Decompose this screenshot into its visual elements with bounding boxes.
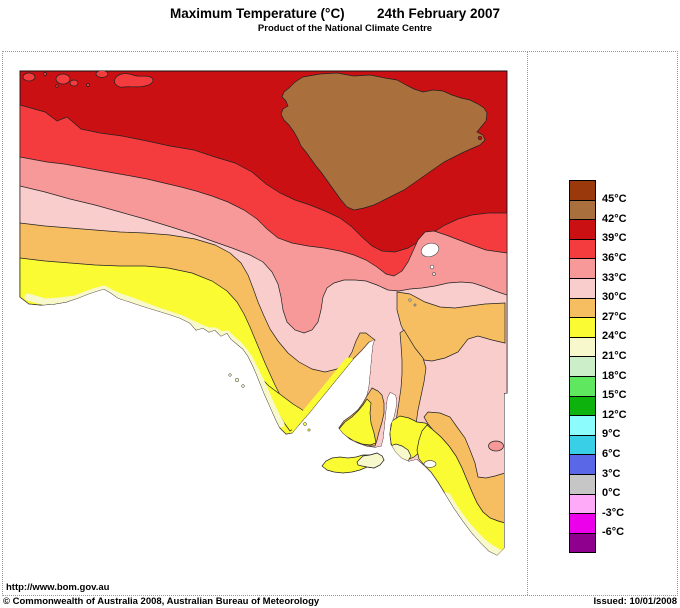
kangaroo-island-east-cream — [356, 452, 385, 469]
legend-label: 12°C — [602, 408, 627, 421]
map-frame — [2, 51, 678, 596]
legend-swatch — [569, 199, 596, 221]
legend-swatch — [569, 493, 596, 515]
salt-lakes — [408, 242, 440, 307]
copyright-text: © Commonwealth of Australia 2008, Austra… — [3, 596, 320, 607]
legend-swatch — [569, 317, 596, 338]
temperature-legend: 45°C 42°C 39°C 36°C 33°C 30°C 27°C 24°C 21°C 18°C… — [569, 180, 669, 560]
legend-swatch — [569, 513, 596, 534]
page-date: 24th February 2007 — [377, 6, 501, 21]
brown-region-red-dot — [477, 135, 483, 141]
legend-label: 36°C — [602, 251, 627, 264]
legend-label: 9°C — [602, 428, 621, 441]
legend-swatch — [569, 454, 596, 475]
legend-label: 3°C — [602, 467, 621, 480]
yorke-foot-yellow — [338, 398, 377, 446]
legend-swatch — [569, 336, 596, 358]
legend-swatch — [569, 219, 596, 240]
legend-label: 24°C — [602, 330, 627, 343]
legend-swatch — [569, 532, 596, 554]
page-title: Maximum Temperature (°C) — [170, 6, 345, 21]
offshore-islets — [228, 373, 311, 432]
legend-label: 30°C — [602, 291, 627, 304]
legend-swatch — [569, 238, 596, 260]
legend-label: 18°C — [602, 369, 627, 382]
legend-label: 27°C — [602, 310, 627, 323]
bom-url-label: http://www.bom.gov.au — [6, 582, 110, 593]
legend-label: 42°C — [602, 212, 627, 225]
legend-label: 6°C — [602, 447, 621, 460]
legend-label: 33°C — [602, 271, 627, 284]
legend-label: 39°C — [602, 232, 627, 245]
band-24-27-southeast — [416, 424, 506, 555]
legend-swatch — [569, 395, 596, 417]
legend-label: 15°C — [602, 389, 627, 402]
band-42-45-brown — [280, 72, 488, 211]
coastal-lake — [423, 460, 437, 468]
legend-swatch — [569, 356, 596, 377]
panel-divider — [527, 51, 528, 595]
legend-swatch — [569, 258, 596, 279]
legend-label: -6°C — [602, 526, 625, 539]
legend-swatch — [569, 415, 596, 436]
gulf-shore-yellow — [290, 357, 355, 432]
page-subtitle: Product of the National Climate Centre — [257, 23, 433, 34]
top-red-spots — [22, 71, 154, 88]
legend-swatch — [569, 434, 596, 456]
legend-label: 0°C — [602, 487, 621, 500]
legend-swatch — [569, 376, 596, 397]
legend-swatch — [569, 180, 596, 201]
legend-label: -3°C — [602, 506, 625, 519]
legend-swatch — [569, 474, 596, 495]
se-salmon-oval — [488, 440, 504, 452]
legend-label: 21°C — [602, 349, 627, 362]
temperature-map — [19, 70, 508, 556]
legend-swatch — [569, 297, 596, 319]
legend-label: 45°C — [602, 193, 627, 206]
legend-swatch — [569, 278, 596, 299]
issued-text: Issued: 10/01/2008 — [593, 596, 677, 607]
